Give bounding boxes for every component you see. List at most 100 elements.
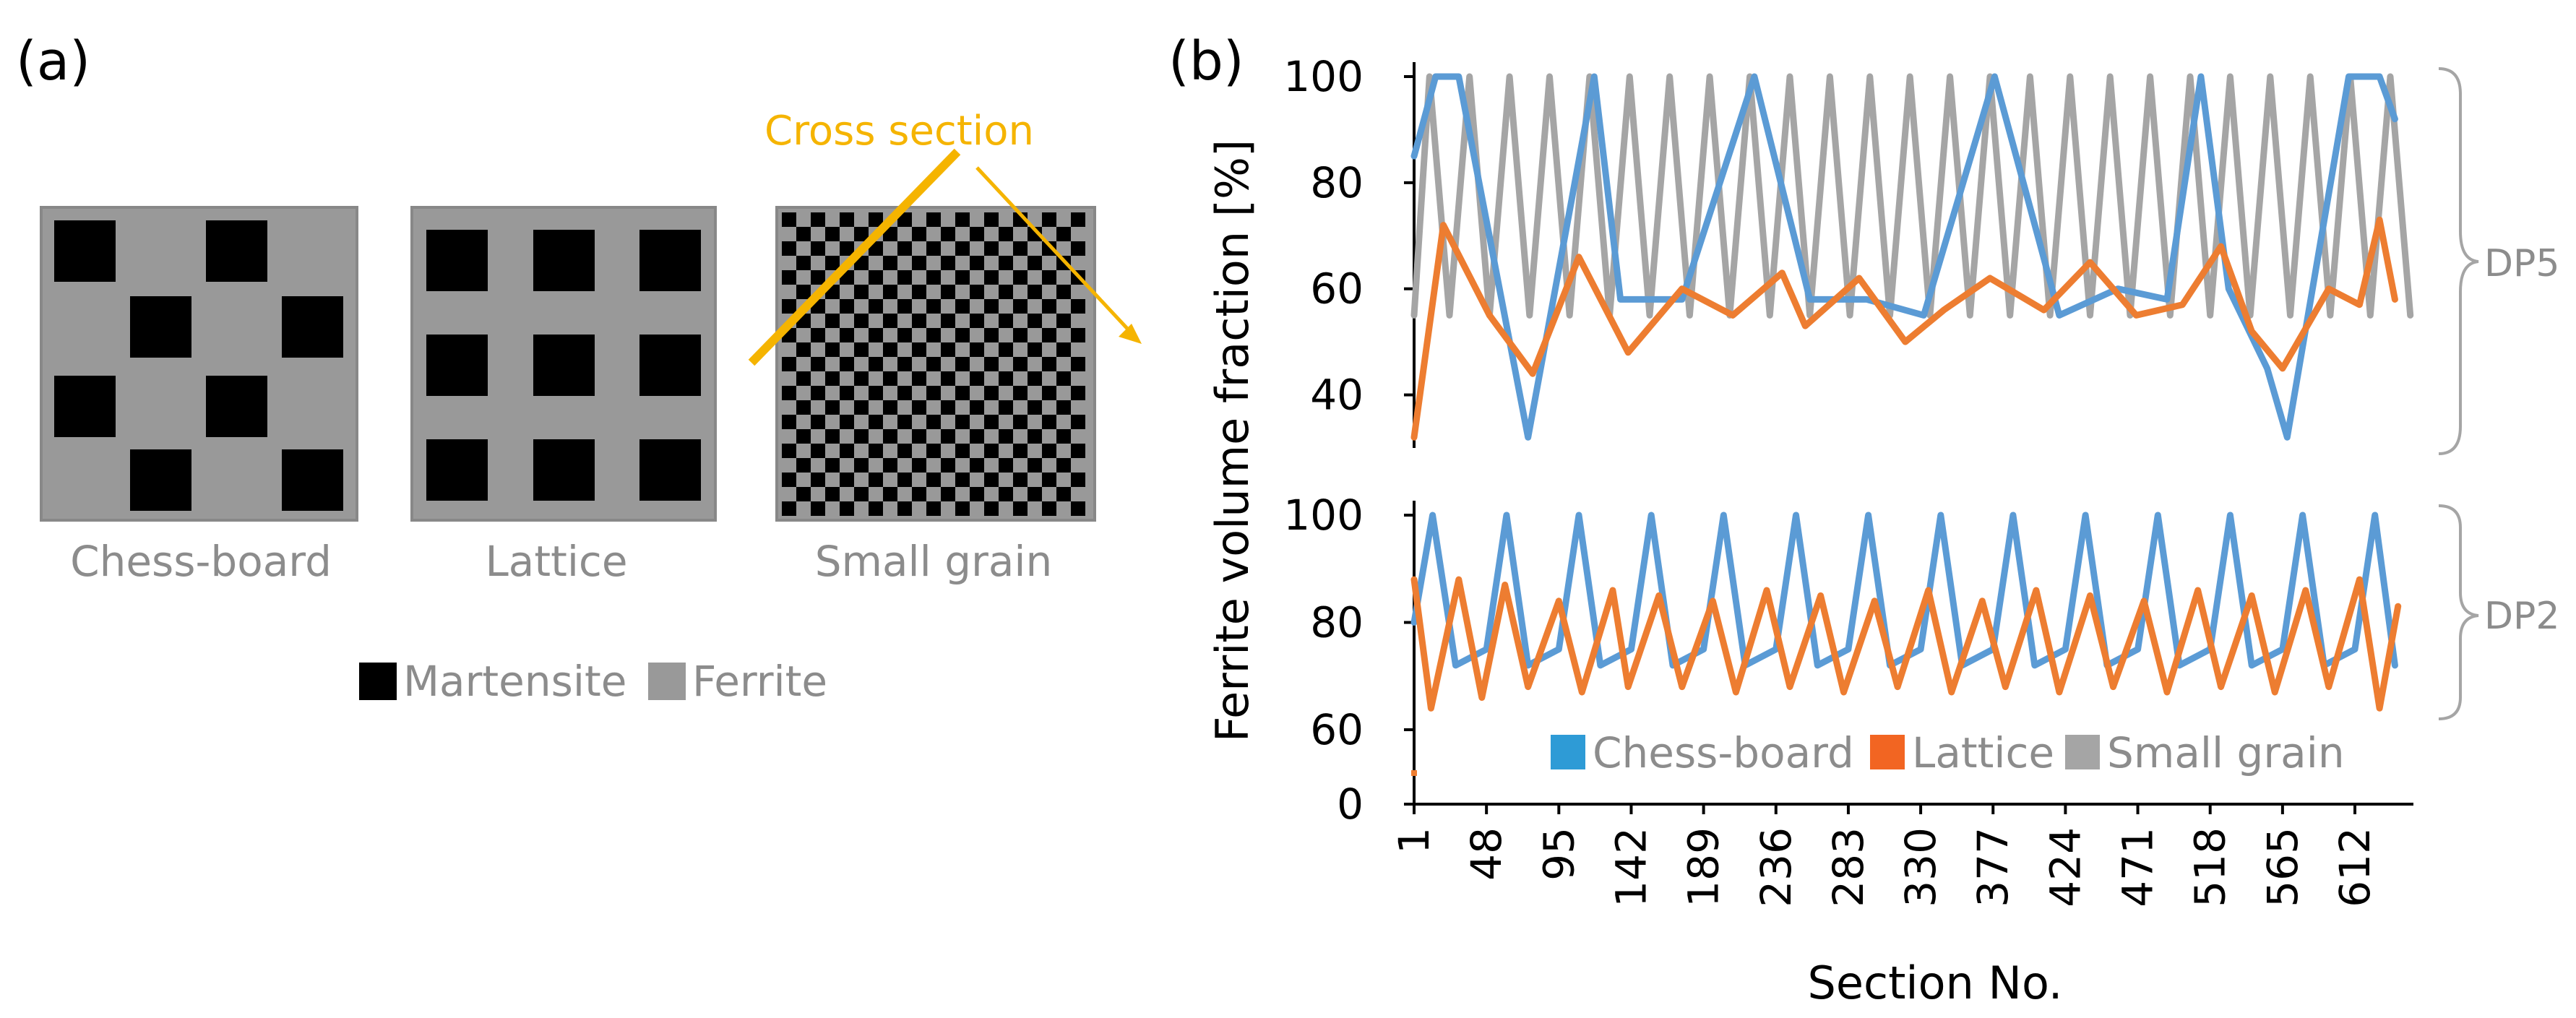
martensite-grain [1071,328,1085,342]
martensite-grain [811,473,825,487]
martensite-grain [912,400,926,415]
martensite-grain [796,285,811,299]
martensite-grain [1028,371,1042,386]
martensite-grain [999,487,1013,501]
ferrite-chart: 100 80 60 40 100 80 60 01 48 95 142 189 236 283 330 377… [1283,52,2414,907]
martensite-grain [869,444,883,458]
martensite-grain [796,371,811,386]
martensite-grain [926,501,941,516]
martensite-grain [1071,357,1085,371]
martensite-grain [869,299,883,314]
martensite-grain [926,299,941,314]
chart-legend-label-small-grain: Small grain [2107,728,2345,777]
x-tick-label: 377 [1968,827,2017,907]
chart-legend-label-lattice: Lattice [1912,728,2054,777]
martensite-grain [984,501,999,516]
martensite-grain [1013,473,1028,487]
martensite-grain [883,400,897,415]
martensite-grain [926,386,941,400]
martensite-grain [883,342,897,357]
martensite-grain [883,227,897,241]
martensite-grain [984,299,999,314]
martensite-grain [825,371,840,386]
martensite-grain [796,342,811,357]
martensite-grain [897,415,912,429]
martensite-grain [782,415,796,429]
martensite-grain [1071,473,1085,487]
martensite-grain [1028,285,1042,299]
y-tick-label: 80 [1310,598,1364,647]
y-tick-label: 40 [1310,371,1364,420]
martensite-grain [897,501,912,516]
martensite-grain [1042,501,1056,516]
martensite-square [54,376,116,437]
martensite-grain [970,285,984,299]
legend-label-ferrite: Ferrite [692,657,827,706]
cross-section-arrow [975,166,1132,334]
martensite-grain [912,342,926,357]
martensite-grain [1042,357,1056,371]
martensite-grain [941,429,955,444]
martensite-grain [1028,429,1042,444]
martensite-grain [840,212,854,227]
martensite-grain [955,241,970,256]
small-grain-image [775,206,1096,522]
martensite-grain [1056,342,1071,357]
martensite-grain [1056,371,1071,386]
martensite-grain [897,357,912,371]
martensite-grain [955,473,970,487]
martensite-grain [811,241,825,256]
martensite-grain [1013,501,1028,516]
martensite-square [639,335,701,396]
martensite-grain [926,270,941,285]
series-dp2-lattice [1410,576,2402,712]
martensite-grain [1013,299,1028,314]
y-tick-label-zero: 0 [1337,780,1364,829]
martensite-grain [926,241,941,256]
martensite-grain [854,342,869,357]
martensite-grain [825,458,840,473]
martensite-grain [840,444,854,458]
martensite-grain [1056,227,1071,241]
y-tick-label: 100 [1283,491,1364,540]
x-tick-label: 236 [1752,827,1801,907]
martensite-grain [1071,241,1085,256]
martensite-grain [883,256,897,270]
martensite-grain [955,328,970,342]
martensite-grain [854,400,869,415]
martensite-square [206,220,267,282]
martensite-grain [999,227,1013,241]
martensite-grain [941,400,955,415]
martensite-grain [1013,357,1028,371]
martensite-grain [1071,299,1085,314]
martensite-grain [1028,314,1042,328]
series-dp5-lattice [1410,216,2398,441]
martensite-grain [1042,328,1056,342]
martensite-grain [955,415,970,429]
x-tick-label: 518 [2186,827,2235,907]
martensite-grain [897,444,912,458]
x-axis-title: Section No. [1808,957,2063,1009]
martensite-grain [970,227,984,241]
martensite-grain [883,429,897,444]
martensite-grain [869,270,883,285]
martensite-grain [840,299,854,314]
martensite-grain [970,371,984,386]
martensite-grain [999,342,1013,357]
martensite-grain [999,429,1013,444]
martensite-grain [883,285,897,299]
martensite-grain [811,415,825,429]
martensite-grain [840,473,854,487]
martensite-grain [825,400,840,415]
x-tick-label: 330 [1896,827,1945,907]
martensite-grain [999,400,1013,415]
lattice-image [410,206,717,522]
martensite-grain [897,212,912,227]
martensite-grain [811,270,825,285]
chart-legend-swatch-small-grain [2065,735,2100,769]
martensite-grain [897,299,912,314]
martensite-grain [782,444,796,458]
martensite-grain [926,328,941,342]
martensite-grain [825,342,840,357]
martensite-grain [1071,501,1085,516]
